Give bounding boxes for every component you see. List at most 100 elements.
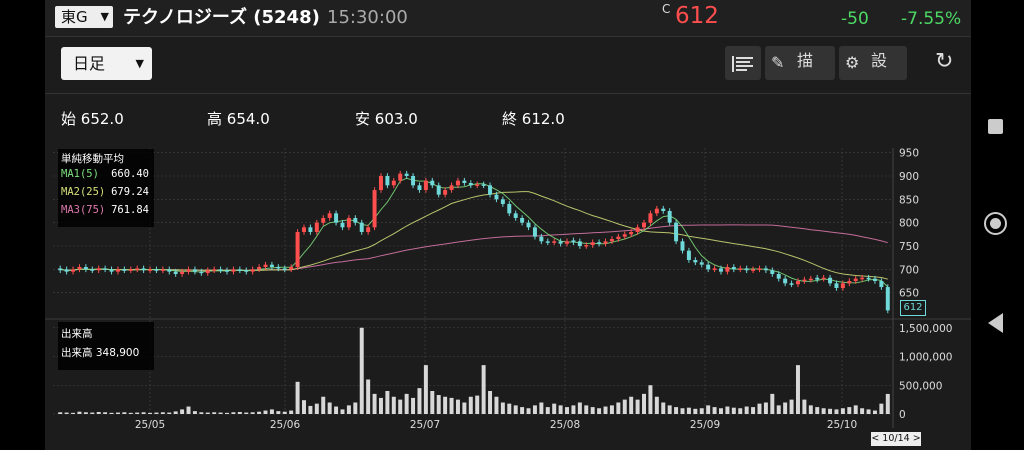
volume-bar xyxy=(96,411,101,414)
open-label: 始 xyxy=(61,110,77,128)
candle-body xyxy=(667,211,672,223)
candle-body xyxy=(449,185,454,190)
candle-body xyxy=(404,173,409,176)
candle-body xyxy=(783,278,788,284)
candle-body xyxy=(584,245,589,247)
volume-bar xyxy=(770,393,775,414)
candle-body xyxy=(872,278,877,281)
price-tick-label: 700 xyxy=(899,264,919,276)
candle-body xyxy=(475,184,480,186)
candlestick-chart[interactable]: 950 900 850 800 750 700 650 1,500,000 1,000,000 5… xyxy=(45,0,971,450)
period-selector[interactable]: 日足 ▼ xyxy=(61,47,152,80)
volume-bar xyxy=(789,399,794,414)
candle-body xyxy=(327,213,332,218)
volume-bar xyxy=(860,408,865,414)
volume-bar xyxy=(821,408,826,414)
candle-body xyxy=(257,267,262,270)
volume-bar xyxy=(340,409,345,414)
volume-bar xyxy=(872,410,877,414)
volume-bar xyxy=(58,412,63,414)
back-icon[interactable] xyxy=(988,313,1003,333)
candle-body xyxy=(167,269,172,272)
date-tick-label: 25/07 xyxy=(410,419,440,431)
ma1-row: MA1(5) 660.40 xyxy=(61,168,151,180)
volume-bar xyxy=(635,399,640,414)
volume-bar xyxy=(180,409,185,414)
close-value: 612.0 xyxy=(521,110,565,128)
candle-body xyxy=(115,269,120,272)
candle-body xyxy=(558,241,563,244)
date-tick-label: 25/05 xyxy=(135,419,165,431)
candle-body xyxy=(430,180,435,186)
stock-header: 東G ▼ テクノロジーズ (5248) 15:30:00 C 612 -50 -… xyxy=(45,0,971,37)
candle-body xyxy=(481,184,486,186)
volume-bar xyxy=(738,408,743,414)
candle-body xyxy=(103,268,108,270)
volume-bar xyxy=(532,405,537,414)
current-price: 612 xyxy=(675,3,719,29)
candle-body xyxy=(776,274,781,279)
date-tick-label: 25/08 xyxy=(550,419,580,431)
volume-bar xyxy=(725,406,730,414)
draw-button[interactable]: ✎ 描画 xyxy=(765,46,835,80)
candle-body xyxy=(654,208,659,214)
candle-body xyxy=(160,269,165,271)
volume-bar xyxy=(590,407,595,414)
candle-body xyxy=(821,277,826,280)
volume-bar xyxy=(263,410,268,414)
refresh-icon[interactable]: ↻ xyxy=(935,49,954,74)
volume-bar xyxy=(565,407,570,414)
candle-body xyxy=(83,267,88,270)
low-label: 安 xyxy=(355,110,371,128)
candle-body xyxy=(828,277,833,284)
candle-body xyxy=(693,260,698,263)
candle-body xyxy=(532,227,537,237)
volume-bar xyxy=(314,403,319,414)
price-tick-label: 800 xyxy=(899,218,919,230)
candle-body xyxy=(770,270,775,274)
volume-bar xyxy=(231,412,236,414)
volume-bar xyxy=(603,406,608,414)
date-tick-label: 25/10 xyxy=(827,419,857,431)
volume-bar xyxy=(828,408,833,414)
candle-body xyxy=(847,281,852,284)
volume-bar xyxy=(71,412,76,414)
volume-bar xyxy=(346,405,351,414)
volume-bar xyxy=(436,395,441,414)
volume-bar xyxy=(391,396,396,414)
ohlc-bar: 始 652.0 高 654.0 安 603.0 終 612.0 xyxy=(45,94,971,144)
candle-body xyxy=(385,176,390,186)
caret-down-icon: ▼ xyxy=(135,57,144,70)
candle-body xyxy=(109,269,114,272)
volume-bar xyxy=(430,391,435,414)
home-icon[interactable] xyxy=(984,212,1007,235)
volume-bar xyxy=(468,396,473,414)
volume-bar xyxy=(494,396,499,414)
candle-body xyxy=(500,199,505,204)
volume-bar xyxy=(237,411,242,414)
volume-bar xyxy=(411,397,416,414)
volume-bar xyxy=(366,379,371,414)
date-cursor-label[interactable]: < 10/14 > xyxy=(871,432,921,446)
volume-bar xyxy=(500,402,505,414)
volume-bar xyxy=(115,412,120,414)
stock-name: テクノロジーズ (5248) xyxy=(123,7,320,28)
volume-bar xyxy=(455,399,460,414)
indicator-button[interactable] xyxy=(725,46,761,80)
candle-body xyxy=(154,269,159,271)
recent-apps-icon[interactable] xyxy=(988,119,1003,134)
market-selector[interactable]: 東G ▼ xyxy=(55,6,113,28)
volume-bar xyxy=(680,408,685,414)
volume-plot-area xyxy=(53,322,893,414)
volume-bar xyxy=(135,412,140,414)
volume-bar xyxy=(558,405,563,414)
volume-bar xyxy=(712,407,717,414)
volume-bar xyxy=(776,405,781,414)
candle-body xyxy=(417,185,422,190)
volume-bar xyxy=(616,402,621,414)
volume-bar xyxy=(462,402,467,414)
candle-body xyxy=(674,222,679,242)
settings-button[interactable]: ⚙ 設定 xyxy=(839,46,907,80)
volume-bar xyxy=(507,403,512,414)
volume-bar xyxy=(276,411,281,414)
